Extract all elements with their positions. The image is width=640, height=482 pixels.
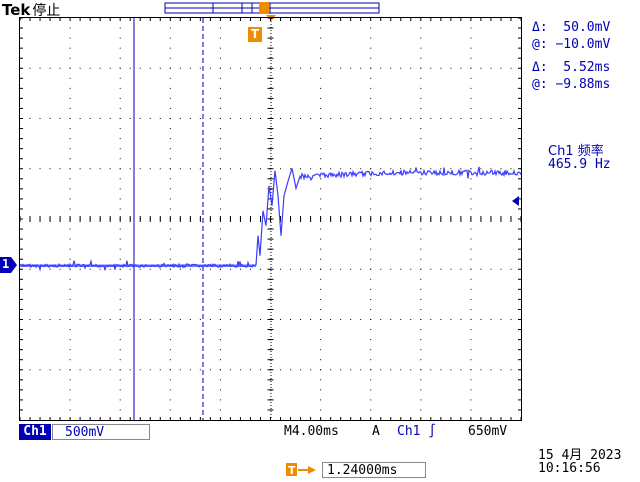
- trigger-source[interactable]: Ch1 ∫: [397, 424, 437, 439]
- measurement-value: 465.9 Hz: [548, 157, 611, 172]
- run-status: 停止: [32, 3, 61, 19]
- cursor-time-position: @: −9.88ms: [532, 77, 611, 92]
- time-readout: 10:16:56: [538, 461, 601, 476]
- trigger-level[interactable]: 650mV: [468, 424, 508, 439]
- cursor-voltage-delta: Δ: 50.0mV: [532, 20, 611, 35]
- date-readout: 15 4月 2023: [538, 448, 622, 463]
- trigger-position[interactable]: 1.24000ms: [322, 462, 426, 478]
- cursor-voltage-position: @: −10.0mV: [532, 37, 611, 52]
- brand-logo: Tek 停止: [2, 0, 60, 20]
- measurement-label: Ch1 频率: [548, 144, 604, 159]
- channel-tag[interactable]: Ch1: [19, 424, 51, 440]
- cursor-time-delta: Δ: 5.52ms: [532, 60, 611, 75]
- channel-1-marker[interactable]: 1: [0, 257, 17, 273]
- trigger-level-arrow-icon: [512, 196, 519, 206]
- channel-1-marker-label: 1: [2, 257, 10, 271]
- svg-text:T: T: [288, 464, 296, 477]
- trigger-position-marker: [259, 2, 269, 14]
- brand-text: Tek: [2, 1, 31, 19]
- timebase[interactable]: M4.00ms: [284, 424, 339, 439]
- trigger-offset-icon: T: [286, 462, 320, 478]
- channel-scale[interactable]: 500mV: [52, 424, 150, 440]
- trigger-mode: A: [372, 424, 380, 439]
- waveform-display[interactable]: [19, 17, 522, 421]
- trigger-marker-icon: T: [248, 27, 262, 42]
- graticule: [19, 17, 522, 420]
